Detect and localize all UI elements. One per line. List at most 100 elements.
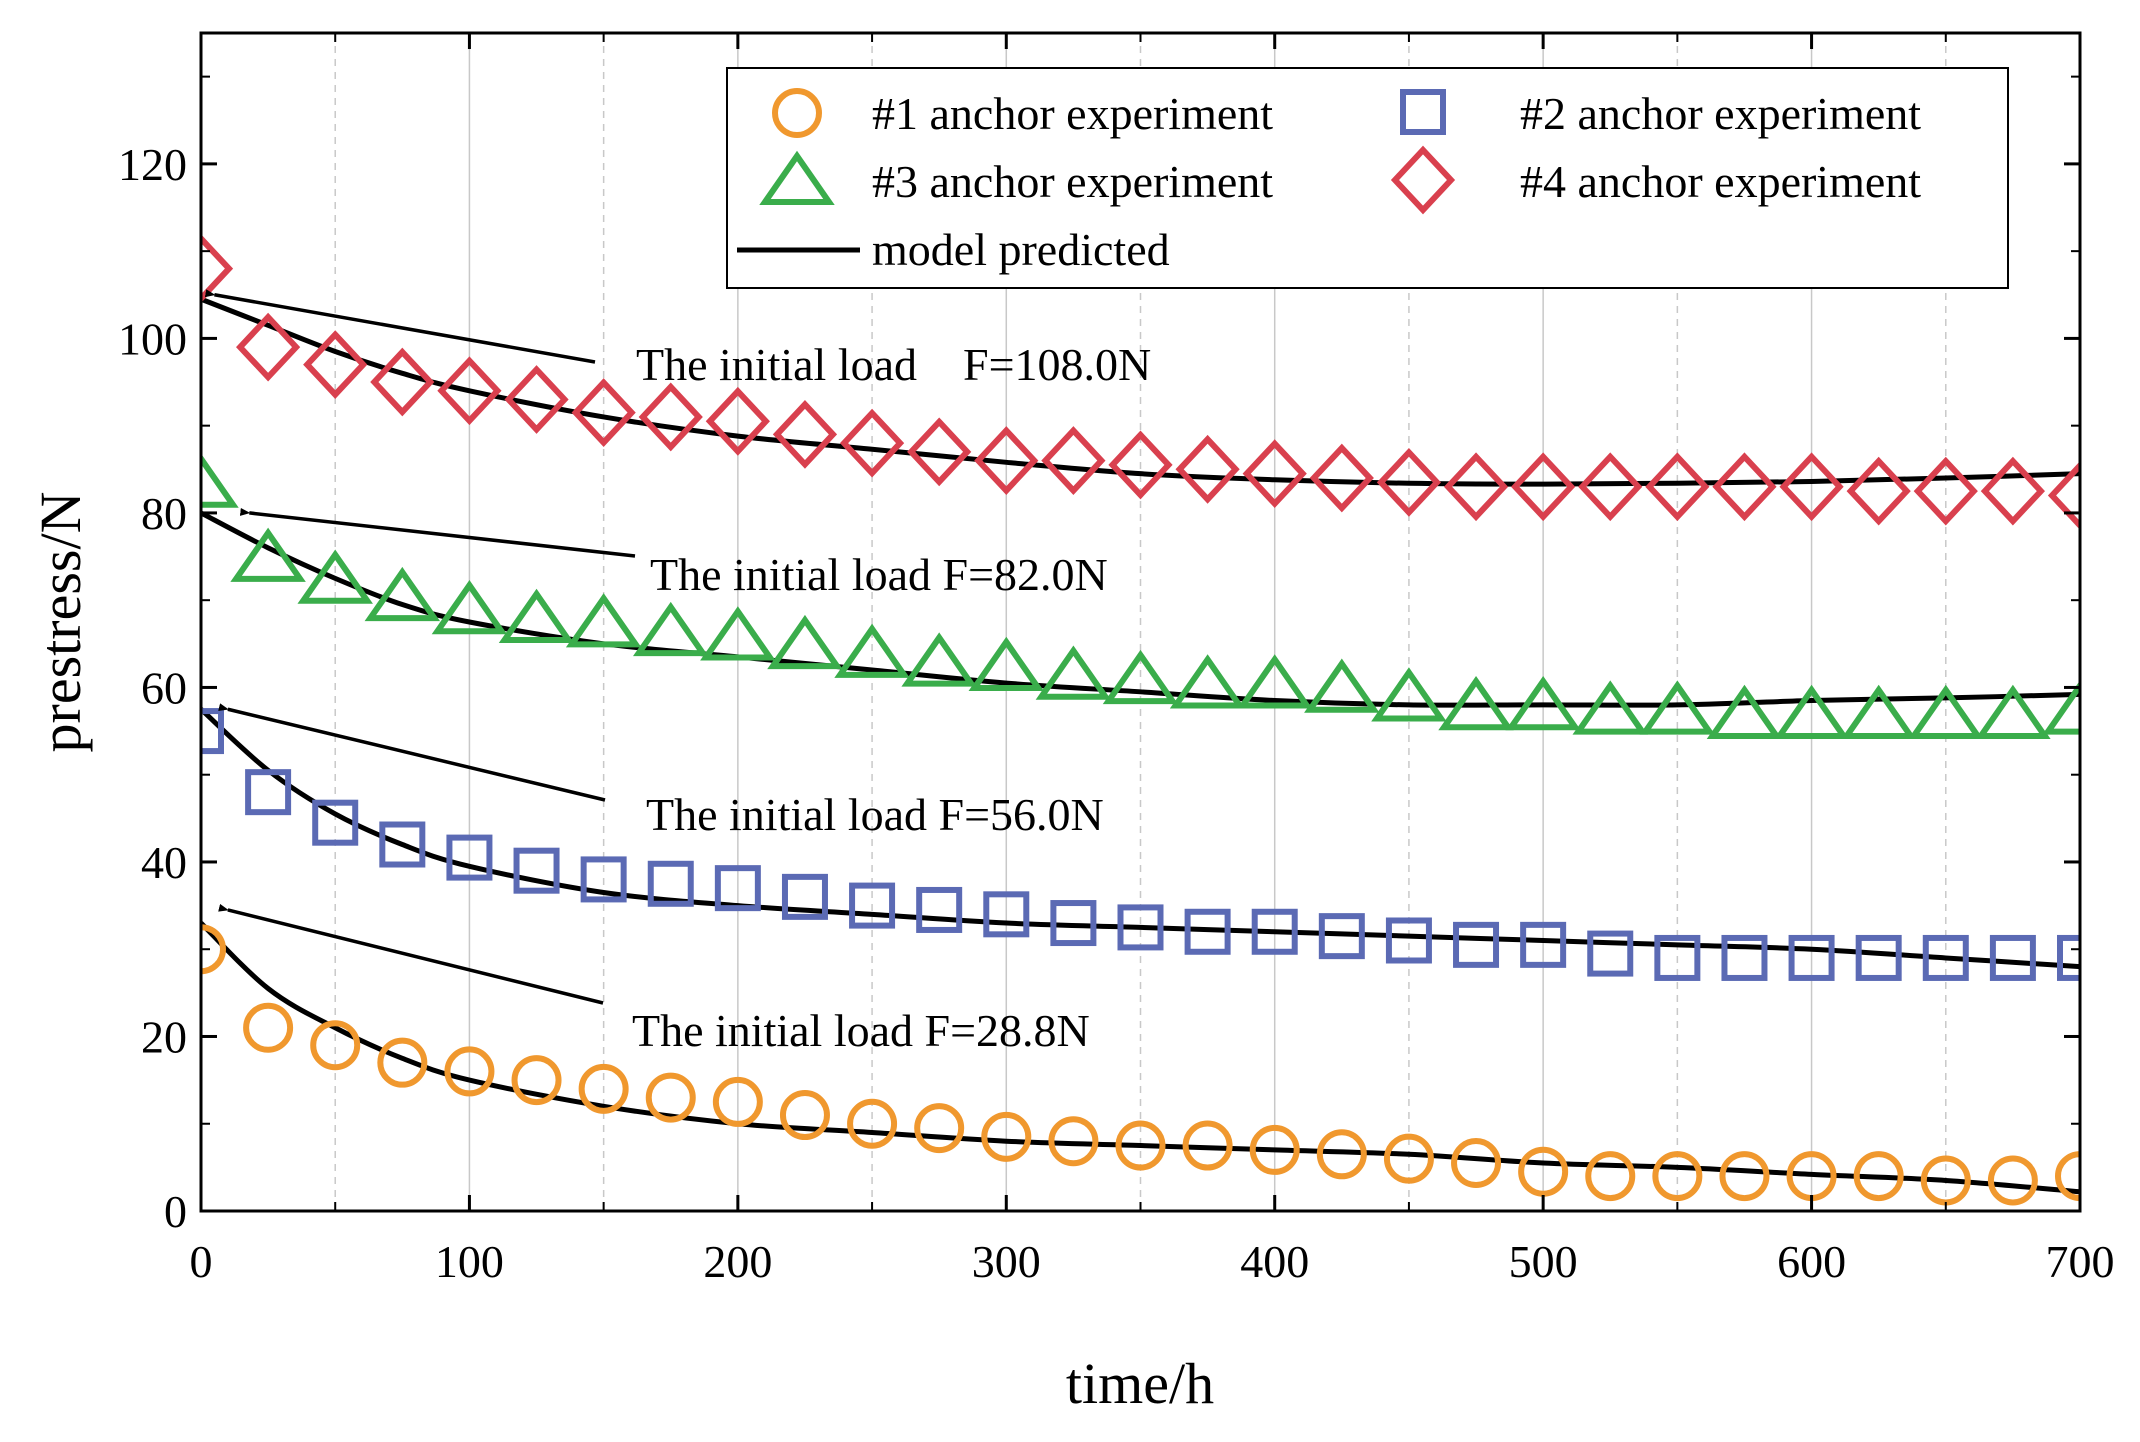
series-3-point bbox=[230, 527, 306, 582]
series-2-point bbox=[312, 799, 359, 846]
x-tick-label: 300 bbox=[972, 1236, 1041, 1287]
series-2-point bbox=[1050, 900, 1097, 947]
series-3-point bbox=[1371, 667, 1447, 722]
legend-marker-diamond bbox=[1390, 145, 1456, 215]
series-4-point bbox=[1511, 452, 1576, 522]
x-tick-label: 600 bbox=[1777, 1236, 1846, 1287]
series-1-point bbox=[914, 1103, 965, 1154]
series-2-point bbox=[1721, 934, 1768, 981]
series-4-point bbox=[839, 408, 905, 478]
series-1-point bbox=[377, 1037, 428, 1088]
series-3-point bbox=[1169, 654, 1246, 709]
annotation-arrow-4 bbox=[218, 903, 604, 1005]
series-4-point bbox=[1242, 439, 1307, 509]
legend-entry-series-3: #3 anchor experiment bbox=[759, 150, 1273, 207]
series-3-point bbox=[1908, 684, 1984, 739]
series-2-point bbox=[379, 821, 426, 868]
series-3-point bbox=[1035, 645, 1112, 700]
legend-entry-series-2: #2 anchor experiment bbox=[1400, 88, 1921, 139]
series-2-point bbox=[1385, 917, 1432, 964]
legend-label-series-3: #3 anchor experiment bbox=[872, 156, 1273, 207]
series-3-point bbox=[1639, 680, 1716, 735]
model-curve-2 bbox=[201, 707, 2080, 970]
annotations: The initial load F=108.0N The initial loa… bbox=[204, 289, 1151, 1056]
series-2-point bbox=[2057, 934, 2080, 981]
series-3-point bbox=[1840, 684, 1917, 739]
model-curve-4 bbox=[201, 296, 2080, 487]
series-1-point bbox=[1383, 1133, 1434, 1184]
series-4-point bbox=[504, 365, 569, 434]
data-markers bbox=[201, 234, 2080, 1206]
legend-entry-model: model predicted bbox=[737, 224, 1170, 275]
y-axis-title: prestress/N bbox=[28, 492, 93, 753]
axis-ticks: 0 100 200 300 400 500 600 700 0 20 40 60 80 100 120 bbox=[118, 33, 2115, 1287]
series-2-point bbox=[647, 860, 694, 907]
series-1-point bbox=[1048, 1116, 1099, 1167]
series-2-point bbox=[1587, 930, 1634, 977]
series-2-point bbox=[245, 769, 292, 816]
series-3-point bbox=[565, 593, 642, 648]
annotation-arrow-2 bbox=[239, 507, 636, 558]
series-3-point bbox=[431, 580, 508, 635]
series-3-point bbox=[1572, 680, 1648, 735]
series-3-point bbox=[1975, 684, 2051, 739]
series-4-point bbox=[1443, 452, 1509, 522]
annotation-arrow-3 bbox=[218, 703, 606, 802]
x-axis-title: time/h bbox=[1066, 1351, 1214, 1416]
series-4-point bbox=[201, 234, 234, 303]
legend-label-series-1: #1 anchor experiment bbox=[872, 88, 1273, 139]
series-2-point bbox=[1654, 934, 1701, 981]
series-4-point bbox=[303, 330, 368, 399]
series-4-point bbox=[1175, 434, 1240, 504]
series-2-point bbox=[1520, 921, 1567, 968]
series-2-point bbox=[446, 834, 493, 881]
series-4-point bbox=[2047, 461, 2080, 530]
series-1-point bbox=[1987, 1155, 2038, 1206]
legend-marker-square bbox=[1400, 89, 1446, 135]
legend-marker-triangle bbox=[759, 150, 835, 205]
legend: #1 anchor experiment #2 anchor experimen… bbox=[726, 67, 2009, 289]
series-4-point bbox=[1309, 443, 1374, 513]
annotation-text-1: The initial load F=108.0N bbox=[636, 339, 1151, 390]
series-4-point bbox=[1578, 452, 1643, 522]
series-4-point bbox=[1712, 452, 1777, 522]
series-2-point bbox=[1184, 908, 1231, 955]
series-1-point bbox=[201, 924, 226, 975]
series-3-point bbox=[1438, 676, 1514, 731]
annotation-text-2: The initial load F=82.0N bbox=[650, 549, 1108, 600]
series-2-point bbox=[1117, 904, 1164, 951]
series-3-point bbox=[767, 614, 843, 670]
series-1-point bbox=[1249, 1124, 1300, 1175]
series-2-point bbox=[1989, 934, 2036, 981]
series-1-point bbox=[1652, 1151, 1703, 1202]
series-3-point bbox=[1773, 684, 1850, 739]
series-2-point bbox=[714, 865, 761, 912]
series-3-point bbox=[1706, 684, 1783, 739]
x-tick-label: 100 bbox=[435, 1236, 504, 1287]
y-tick-label: 80 bbox=[141, 488, 187, 539]
series-1-point bbox=[779, 1090, 830, 1141]
model-curve-3 bbox=[201, 510, 2080, 708]
legend-label-model: model predicted bbox=[872, 224, 1170, 275]
series-4-point bbox=[1846, 456, 1911, 526]
series-1-point bbox=[444, 1046, 495, 1097]
series-1-point bbox=[847, 1098, 898, 1149]
series-2-point bbox=[781, 873, 828, 920]
series-4-point bbox=[236, 312, 301, 382]
x-tick-label: 500 bbox=[1509, 1236, 1578, 1287]
series-1-point bbox=[1316, 1129, 1367, 1180]
series-3-point bbox=[1236, 654, 1313, 709]
series-2-point bbox=[1855, 934, 1902, 981]
y-tick-label: 0 bbox=[164, 1186, 187, 1237]
series-3-point bbox=[968, 636, 1045, 691]
model-curve-1 bbox=[201, 921, 2080, 1195]
series-2-point bbox=[1318, 913, 1365, 960]
series-3-point bbox=[700, 606, 776, 661]
series-2-point bbox=[916, 886, 963, 933]
series-2-point bbox=[201, 708, 224, 755]
y-tick-label: 60 bbox=[141, 662, 187, 713]
series-3-point bbox=[364, 566, 441, 622]
series-2-point bbox=[1453, 921, 1500, 968]
legend-entry-series-4: #4 anchor experiment bbox=[1390, 145, 1921, 215]
